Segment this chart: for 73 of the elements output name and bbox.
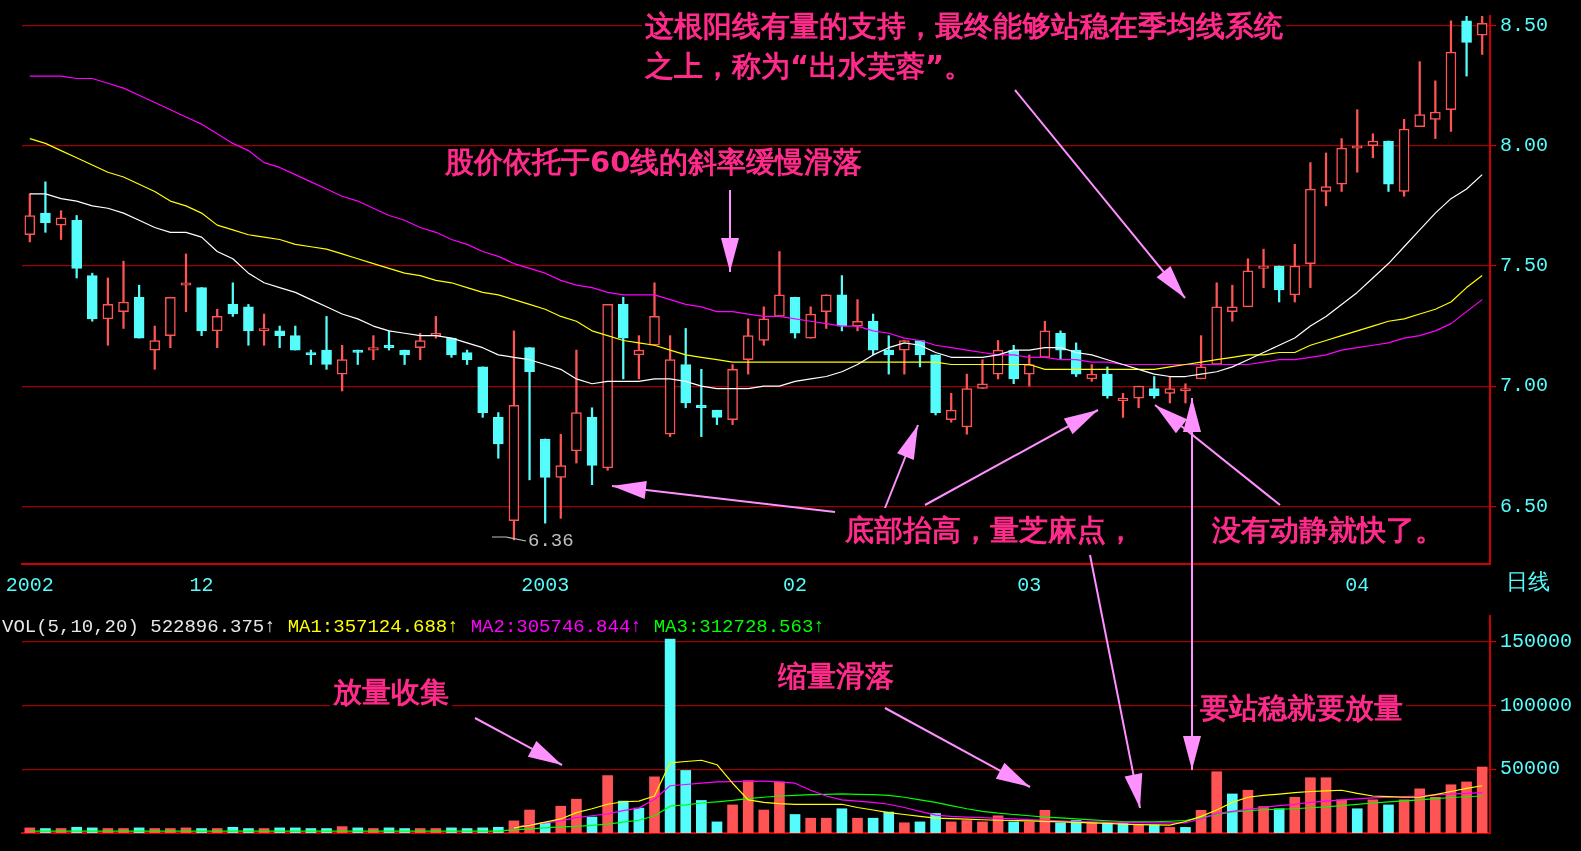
y-tick-label: 50000 — [1500, 757, 1561, 781]
bar — [977, 821, 988, 833]
bar — [1211, 771, 1223, 833]
bar — [852, 817, 863, 833]
bar — [820, 817, 832, 833]
bar — [1289, 796, 1301, 833]
text: MA2:305746.844↑ — [470, 616, 642, 639]
bar — [1273, 808, 1285, 833]
bar — [758, 809, 770, 833]
bar — [805, 817, 816, 833]
bar — [696, 800, 707, 833]
candlestick — [40, 181, 51, 233]
bar — [1023, 821, 1035, 833]
bar — [602, 775, 613, 833]
bar — [1305, 777, 1316, 833]
bar — [680, 770, 692, 833]
bar — [836, 808, 848, 833]
y-tick-label: 7.50 — [1500, 254, 1549, 278]
bar — [1336, 799, 1347, 833]
bar — [1476, 766, 1488, 833]
annotation: 放量收集 — [332, 675, 449, 710]
y-tick-label: 100000 — [1500, 693, 1573, 717]
bar — [649, 776, 660, 833]
bar — [742, 780, 754, 833]
bar — [945, 821, 957, 833]
annotation: 这根阳线有量的支持，最终能够站稳在季均线系统之上，称为“出水芙蓉”。 — [644, 9, 1284, 84]
bar — [883, 811, 895, 833]
text: 日线 — [1506, 568, 1550, 594]
bar — [1055, 822, 1066, 833]
candlestick — [1180, 383, 1191, 404]
annotation: 股价依托于60线的斜率缓慢滑落 — [444, 145, 863, 180]
bar — [899, 822, 910, 833]
bar — [664, 638, 676, 833]
text: MA3:312728.563↑ — [653, 616, 825, 639]
bar — [711, 821, 723, 833]
bar — [1383, 804, 1394, 833]
bar — [1133, 824, 1144, 833]
bar — [1367, 799, 1379, 833]
y-tick-label: 6.50 — [1500, 494, 1549, 518]
bar — [914, 821, 926, 833]
bar — [789, 814, 801, 833]
text: MA1:357124.688↑ — [287, 616, 459, 639]
bar — [727, 804, 738, 833]
x-tick-label: 04 — [1345, 574, 1370, 598]
bar — [1398, 799, 1410, 833]
bar — [867, 817, 879, 833]
annotation: 要站稳就要放量 — [1199, 691, 1403, 726]
bar — [1164, 827, 1176, 833]
bar — [1430, 796, 1441, 833]
y-tick-label: 7.00 — [1500, 374, 1549, 398]
candlestick — [321, 316, 332, 370]
bar — [961, 820, 973, 833]
bar — [774, 781, 785, 833]
candlestick — [852, 299, 863, 332]
y-tick-label: 8.50 — [1500, 13, 1549, 37]
bar — [1461, 781, 1472, 833]
bar — [1148, 824, 1160, 833]
y-tick-label: 150000 — [1500, 629, 1573, 653]
annotation: 缩量滑落 — [777, 659, 894, 694]
annotation: 底部抬高，量芝麻点， — [844, 513, 1135, 548]
annotation: 没有动静就快了。 — [1211, 513, 1444, 548]
bar — [1351, 808, 1363, 833]
x-tick-label: 12 — [189, 574, 214, 598]
bar — [1226, 793, 1238, 833]
y-tick-label: 8.00 — [1500, 134, 1549, 158]
bar — [1180, 827, 1191, 833]
x-tick-label: 03 — [1017, 574, 1042, 598]
x-tick-label: 2003 — [521, 574, 570, 598]
x-tick-label: 2002 — [5, 574, 54, 598]
x-tick-label: 02 — [783, 574, 808, 598]
bar — [1008, 821, 1020, 833]
chart-title: VOL(5,10,20) 522896.375↑ — [2, 616, 276, 639]
annotation: 6.36 — [528, 530, 574, 553]
